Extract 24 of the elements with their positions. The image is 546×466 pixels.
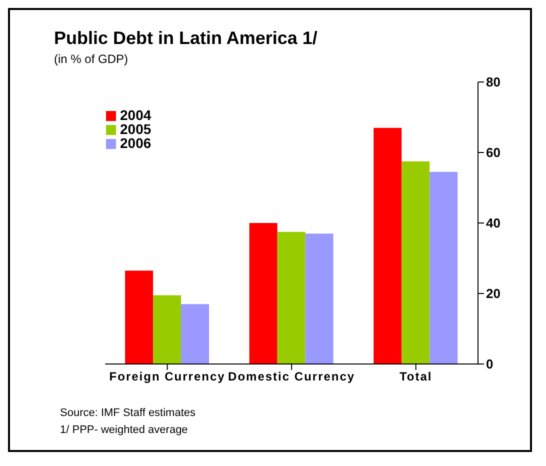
x-tick-label: Total — [399, 370, 432, 384]
bar — [181, 304, 210, 364]
bar — [153, 295, 182, 364]
bar — [125, 270, 154, 364]
x-tick-label: Domestic Currency — [228, 370, 356, 384]
y-tick-label: 60 — [486, 145, 500, 160]
bar — [277, 232, 306, 364]
bar — [430, 172, 458, 364]
text: 1/ PPP- weighted average — [60, 423, 189, 438]
chart-title: Public Debt in Latin America 1/ — [54, 28, 318, 49]
legend-label: 2006 — [120, 135, 152, 151]
bar — [374, 128, 402, 364]
y-tick-label: 0 — [486, 356, 494, 372]
y-tick-label: 40 — [486, 216, 500, 231]
y-tick-label: 20 — [486, 286, 500, 302]
x-tick-label: Foreign Currency — [109, 370, 226, 384]
bar — [402, 161, 430, 364]
bar — [305, 234, 334, 364]
chart-subtitle: (in % of GDP) — [54, 52, 128, 66]
y-tick-label: 80 — [486, 74, 500, 90]
legend-label: 2005 — [120, 121, 152, 137]
legend-label: 2004 — [120, 107, 152, 123]
source-note: Source: IMF Staff estimates — [60, 406, 196, 421]
bar — [249, 223, 278, 364]
